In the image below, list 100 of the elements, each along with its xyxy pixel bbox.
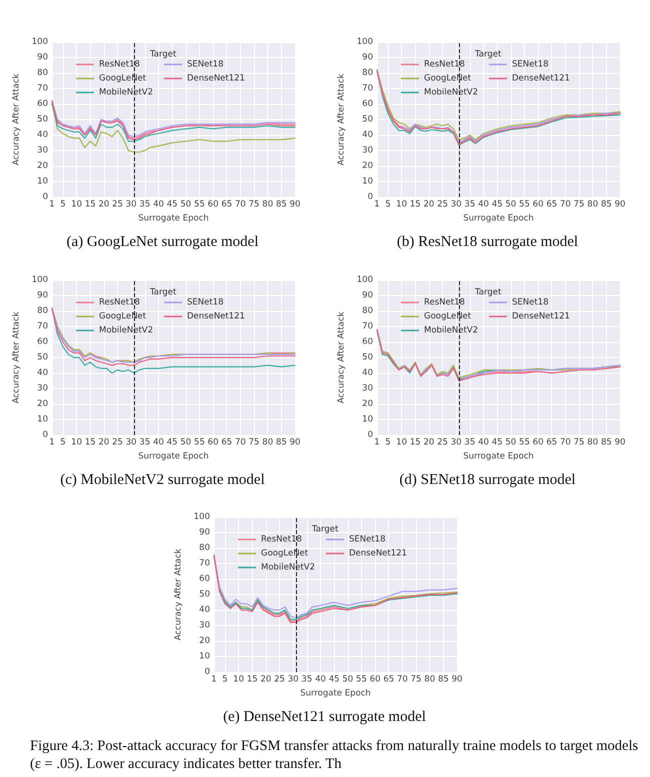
legend-label: GoogLeNet — [99, 74, 147, 84]
y-tick-label: 90 — [37, 52, 48, 63]
y-tick-label: 50 — [362, 352, 373, 363]
x-tick-label: 35 — [301, 674, 312, 685]
y-tick-label: 80 — [199, 543, 210, 554]
x-tick-label: 90 — [290, 438, 300, 448]
x-tick-label: 30 — [288, 674, 299, 685]
x-tick-label: 80 — [587, 200, 598, 210]
y-tick-label: 70 — [362, 84, 373, 94]
y-tick-label: 70 — [362, 322, 373, 332]
x-tick-label: 85 — [600, 438, 612, 448]
legend-label: ResNet18 — [99, 298, 140, 308]
x-tick-label: 45 — [328, 674, 340, 685]
x-tick-label: 30 — [450, 438, 462, 448]
x-tick-label: 75 — [574, 438, 584, 448]
x-tick-label: 75 — [410, 674, 422, 685]
y-tick-label: 90 — [362, 290, 373, 301]
legend-label: MobileNetV2 — [99, 326, 154, 336]
x-tick-label: 70 — [560, 200, 571, 210]
x-tick-label: 55 — [194, 438, 205, 448]
y-tick-label: 0 — [42, 192, 48, 202]
legend-title: Target — [149, 50, 177, 60]
legend-label: MobileNetV2 — [424, 326, 478, 336]
x-tick-label: 15 — [410, 200, 421, 210]
x-tick-label: 60 — [532, 200, 544, 210]
y-tick-label: 90 — [362, 52, 373, 63]
legend-label: GoogLeNet — [424, 312, 472, 322]
x-tick-label: 70 — [560, 438, 571, 448]
x-tick-label: 30 — [126, 438, 137, 448]
legend-label: SENet18 — [187, 298, 224, 308]
legend-label: ResNet18 — [99, 60, 140, 70]
x-tick-label: 25 — [112, 200, 123, 210]
y-axis-title: Accuracy After Attack — [336, 74, 346, 166]
legend-label: GoogLeNet — [99, 312, 147, 322]
x-tick-label: 55 — [356, 674, 367, 685]
y-tick-label: 0 — [42, 430, 48, 440]
text: (b) ResNet18 surrogate model — [396, 234, 580, 251]
x-tick-label: 5 — [385, 438, 391, 448]
x-tick-label: 10 — [233, 674, 244, 685]
x-tick-label: 90 — [614, 438, 626, 448]
x-axis-title: Surrogate Epoch — [463, 214, 534, 224]
y-tick-label: 0 — [368, 430, 373, 440]
x-tick-label: 65 — [546, 438, 558, 448]
y-tick-label: 10 — [362, 414, 373, 425]
x-tick-label: 70 — [234, 200, 246, 210]
x-axis-title: Surrogate Epoch — [463, 452, 534, 462]
x-tick-label: 85 — [438, 674, 449, 685]
x-tick-label: 85 — [276, 438, 287, 448]
y-tick-label: 100 — [356, 275, 373, 285]
y-axis-title: Accuracy After Attack — [11, 312, 22, 404]
legend-label: ResNet18 — [424, 298, 465, 308]
x-tick-label: 80 — [587, 438, 598, 448]
y-tick-label: 30 — [362, 146, 373, 156]
x-tick-label: 70 — [396, 674, 408, 685]
x-tick-label: 15 — [84, 200, 96, 210]
y-tick-label: 60 — [362, 337, 373, 348]
x-tick-label: 30 — [450, 200, 462, 210]
text: (d) SENet18 surrogate model — [398, 472, 577, 489]
x-tick-label: 1 — [49, 438, 55, 448]
y-tick-label: 80 — [37, 68, 48, 78]
x-tick-label: 45 — [492, 200, 503, 210]
y-tick-label: 40 — [37, 130, 48, 140]
x-tick-label: 75 — [248, 438, 260, 448]
legend-label: ResNet18 — [424, 60, 465, 70]
x-tick-label: 1 — [374, 200, 380, 210]
legend-title: Target — [474, 50, 502, 60]
legend-label: DenseNet121 — [512, 74, 570, 84]
x-tick-label: 50 — [342, 674, 354, 685]
y-tick-label: 60 — [37, 337, 48, 348]
x-tick-label: 85 — [600, 200, 612, 210]
y-axis-title: Accuracy After Attack — [11, 74, 22, 166]
x-tick-label: 50 — [505, 200, 516, 210]
x-tick-label: 50 — [180, 438, 192, 448]
x-tick-label: 65 — [221, 200, 232, 210]
x-tick-label: 15 — [84, 438, 96, 448]
legend-label: DenseNet121 — [187, 312, 245, 322]
y-tick-label: 20 — [37, 161, 48, 172]
legend-label: MobileNetV2 — [261, 562, 316, 572]
x-tick-label: 40 — [153, 438, 164, 448]
x-tick-label: 90 — [452, 674, 462, 685]
y-tick-label: 90 — [199, 528, 210, 538]
y-tick-label: 60 — [362, 99, 373, 110]
y-tick-label: 80 — [362, 68, 373, 78]
x-tick-label: 5 — [60, 438, 66, 448]
legend-label: DenseNet121 — [349, 548, 407, 558]
x-tick-label: 25 — [274, 674, 285, 685]
legend-label: MobileNetV2 — [424, 88, 478, 98]
x-tick-label: 65 — [383, 674, 394, 685]
y-tick-label: 70 — [37, 84, 48, 94]
y-tick-label: 70 — [37, 322, 48, 332]
y-tick-label: 80 — [37, 306, 48, 316]
y-tick-label: 60 — [199, 574, 210, 584]
y-tick-label: 40 — [199, 605, 210, 616]
legend-label: SENet18 — [187, 60, 224, 70]
y-tick-label: 30 — [199, 620, 210, 631]
x-tick-label: 15 — [410, 438, 421, 448]
x-tick-label: 90 — [614, 200, 626, 210]
x-tick-label: 10 — [71, 200, 82, 210]
y-tick-label: 30 — [37, 146, 48, 156]
y-tick-label: 30 — [362, 384, 373, 394]
